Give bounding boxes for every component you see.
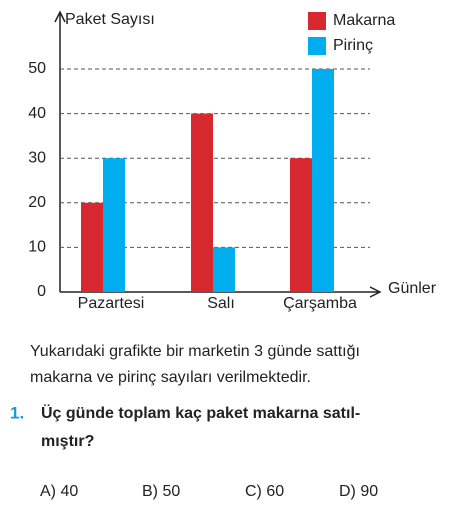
option[interactable]: B) 50 [142,483,180,500]
y-tick-label: 40 [28,105,46,122]
legend-swatch [308,12,326,30]
y-tick-label: 20 [28,194,46,211]
legend-label: Makarna [333,12,395,29]
x-tick-label: Çarşamba [283,295,357,312]
y-axis-label: Paket Sayısı [65,11,155,28]
question-line: mıştır? [41,433,94,450]
option[interactable]: D) 90 [339,483,378,500]
y-tick-label: 30 [28,149,46,166]
bar [290,158,312,292]
bar [213,247,235,292]
bar [103,158,125,292]
question-line: Üç günde toplam kaç paket makarna satıl- [41,403,360,422]
y-tick-label: 0 [37,283,46,300]
option[interactable]: C) 60 [245,483,284,500]
x-tick-label: Pazartesi [78,295,145,312]
bar [191,113,213,292]
legend-label: Pirinç [333,37,373,54]
y-tick-label: 10 [28,239,46,256]
text-line: Yukarıdaki grafikte bir marketin 3 günde… [30,343,360,360]
x-tick-label: Salı [207,295,235,312]
y-axis [54,10,66,292]
legend-swatch [308,37,326,55]
bar [81,202,103,292]
x-axis-label: Günler [388,280,437,297]
bar [312,69,334,292]
text-line: makarna ve pirinç sayıları verilmektedir… [30,369,311,386]
question-number: 1. [10,403,24,422]
y-tick-label: 50 [28,60,46,77]
option[interactable]: A) 40 [40,483,78,500]
